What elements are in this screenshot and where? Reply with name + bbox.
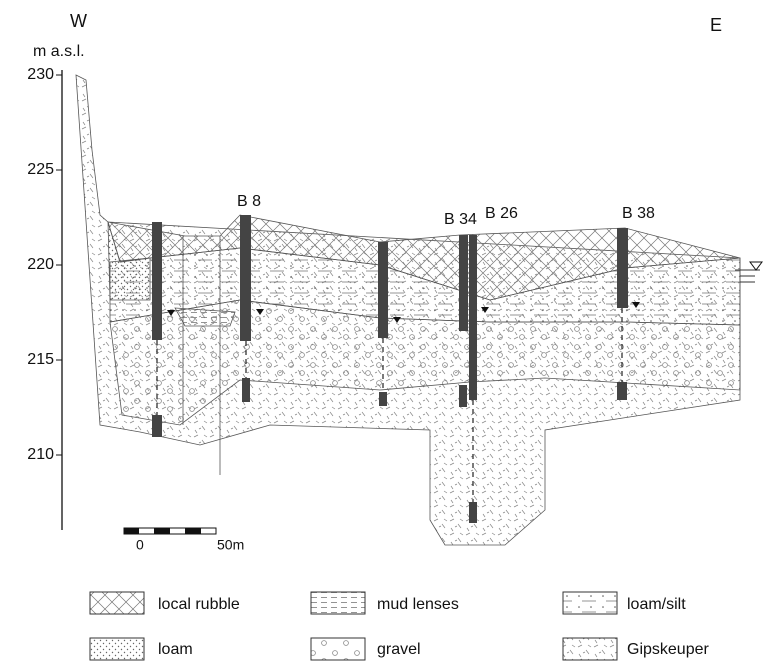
legend-swatch [89,637,145,661]
borehole [152,415,162,437]
axis-ticks: 230 225 220 215 210 [27,66,62,463]
legend-swatch [562,637,618,661]
borehole [469,235,477,400]
borehole [242,378,250,402]
tick-label: 215 [27,351,54,368]
legend-swatch [310,637,366,661]
scale-bar: 0 50m [123,527,244,553]
legend-label: gravel [377,641,421,658]
tick-label: 220 [27,256,54,273]
loam [107,221,151,301]
tick-label: 230 [27,66,54,83]
borehole-label: B 34 [444,211,477,228]
axis-label: m a.s.l. [33,43,85,60]
legend-label: loam/silt [627,596,686,613]
scale-start: 0 [136,537,144,553]
legend: local rubble mud lenses loam/silt loam g… [89,591,709,661]
legend-swatch [89,591,145,615]
legend-label: loam [158,641,193,658]
borehole-label: B 8 [237,193,261,210]
borehole [379,392,387,406]
borehole [240,215,251,341]
borehole [617,382,627,400]
boreholes: B 8 B 34 B 26 B 38 [152,193,655,523]
borehole [152,222,162,340]
strata [75,74,763,546]
borehole [378,242,388,338]
east-label: E [710,15,722,35]
legend-swatch [562,591,618,615]
west-label: W [70,11,87,31]
borehole [459,385,467,407]
borehole [469,502,477,523]
legend-label: local rubble [158,596,240,613]
legend-label: Gipskeuper [627,641,709,658]
scale-end: 50m [217,537,244,553]
tick-label: 225 [27,161,54,178]
borehole-label: B 38 [622,205,655,222]
water-level [749,261,763,271]
borehole [459,235,468,331]
legend-label: mud lenses [377,596,459,613]
tick-label: 210 [27,446,54,463]
borehole [617,228,628,308]
groundwater-marks [167,302,640,323]
borehole-label: B 26 [485,205,518,222]
legend-swatch [310,591,366,615]
